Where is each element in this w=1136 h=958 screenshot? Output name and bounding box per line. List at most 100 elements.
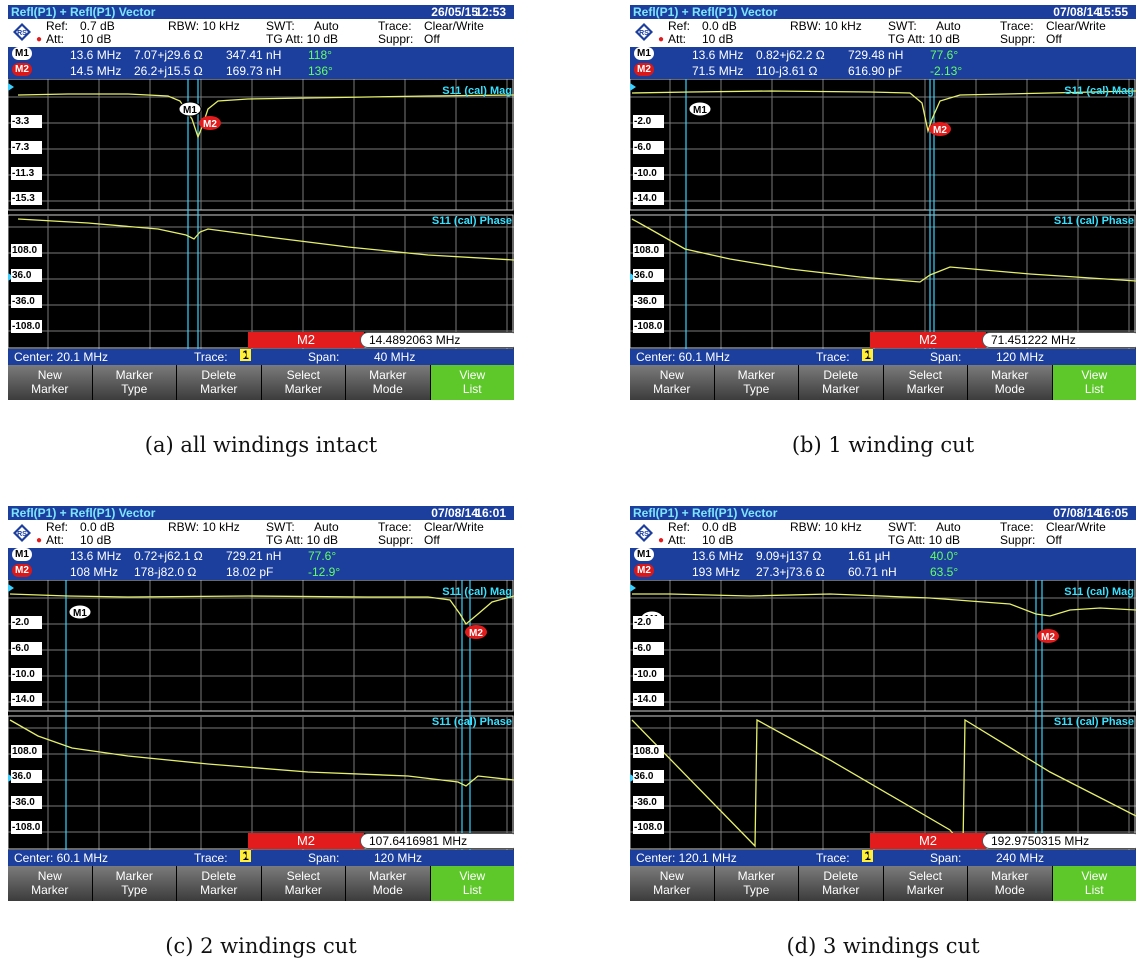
marker-table: M1 13.6 MHz 0.82+j62.2 Ω 729.48 nH 77.6°… xyxy=(630,47,1136,79)
marker-readout[interactable]: M2 192.9750315 MHz xyxy=(870,833,1136,849)
softkey-line2: Marker xyxy=(822,883,859,897)
marker-frequency-field[interactable]: 14.4892063 MHz xyxy=(360,332,514,348)
trace-select-label: Trace: xyxy=(816,349,850,365)
phase-trace-label: S11 (cal) Phase xyxy=(432,716,512,728)
active-marker-label: M2 xyxy=(248,332,364,348)
center-frequency: Center: 120.1 MHz xyxy=(636,850,737,866)
trace-select-label: Trace: xyxy=(194,349,228,365)
trace-2-toggle[interactable]: 2 xyxy=(240,349,247,365)
title-bar: Refl(P1) + Refl(P1) Vector 07/08/14 15:5… xyxy=(630,5,1136,19)
marker-readout[interactable]: M2 71.451222 MHz xyxy=(870,332,1136,348)
softkey-line2: List xyxy=(463,883,482,897)
m1-frequency: 13.6 MHz xyxy=(692,548,743,564)
svg-text:RS: RS xyxy=(639,531,649,538)
m2-frequency: 14.5 MHz xyxy=(70,63,121,79)
mag-trace-label: S11 (cal) Mag xyxy=(442,586,512,598)
time-readout: 15:55 xyxy=(1097,5,1128,19)
svg-text:RS: RS xyxy=(639,30,649,37)
marker-frequency-field[interactable]: 71.451222 MHz xyxy=(982,332,1136,348)
m2-angle: -2.13° xyxy=(930,63,962,79)
span-label: Span: xyxy=(930,349,961,365)
mag-diagram-frame xyxy=(8,580,513,711)
phase-axis-tick: -108.0 xyxy=(11,320,42,333)
mag-axis-tick: -10.0 xyxy=(633,668,664,681)
analyzer-panel: Refl(P1) + Refl(P1) Vector 07/08/14 16:0… xyxy=(8,506,514,901)
mag-trace-label: S11 (cal) Mag xyxy=(1064,85,1134,97)
phase-axis-tick: -108.0 xyxy=(633,320,664,333)
marker-frequency-field[interactable]: 192.9750315 MHz xyxy=(982,833,1136,849)
softkey-line1: View xyxy=(1081,368,1107,382)
softkey-line2: Marker xyxy=(285,382,322,396)
trace-select-label: Trace: xyxy=(816,850,850,866)
trace-2-toggle[interactable]: 2 xyxy=(240,850,247,866)
softkey-line1: Delete xyxy=(201,869,236,883)
active-marker-label: M2 xyxy=(248,833,364,849)
softkey-line2: Type xyxy=(121,883,147,897)
trace-2-toggle[interactable]: 2 xyxy=(862,850,869,866)
mag-trace-label: S11 (cal) Mag xyxy=(1064,586,1134,598)
marker-readout[interactable]: M2 14.4892063 MHz xyxy=(248,332,514,348)
att-indicator-icon: ● xyxy=(658,33,664,46)
mag-axis-tick: -7.3 xyxy=(11,141,42,154)
measurement-title: Refl(P1) + Refl(P1) Vector xyxy=(633,506,777,520)
m1-impedance: 0.72+j62.1 Ω xyxy=(134,548,203,564)
softkey-line2: Mode xyxy=(995,883,1025,897)
span-value: 40 MHz xyxy=(374,349,415,365)
m1-impedance: 9.09+j137 Ω xyxy=(756,548,821,564)
softkey-line1: Delete xyxy=(823,368,858,382)
m2-angle: 136° xyxy=(308,63,333,79)
marker-frequency-field[interactable]: 107.6416981 MHz xyxy=(360,833,514,849)
softkey-line2: Type xyxy=(743,382,769,396)
time-readout: 12:53 xyxy=(475,5,506,19)
title-bar: Refl(P1) + Refl(P1) Vector 07/08/14 16:0… xyxy=(630,506,1136,520)
analyzer-screen: Refl(P1) + Refl(P1) Vector 07/08/14 16:0… xyxy=(630,506,1136,901)
mag-axis-tick: -6.0 xyxy=(633,141,664,154)
suppr-value: Off xyxy=(1046,33,1062,46)
m2-frequency: 71.5 MHz xyxy=(692,63,743,79)
softkey-line1: View xyxy=(1081,869,1107,883)
ref-pointer-icon xyxy=(8,83,14,91)
phase-axis-tick: -36.0 xyxy=(11,796,42,809)
m2-angle: 63.5° xyxy=(930,564,958,580)
marker-readout[interactable]: M2 107.6416981 MHz xyxy=(248,833,514,849)
m2-reactance: 616.90 pF xyxy=(848,63,902,79)
softkey-line1: Marker xyxy=(738,368,775,382)
softkey-line2: Marker xyxy=(653,883,690,897)
phase-diagram-frame xyxy=(8,215,513,348)
trace-2-toggle[interactable]: 2 xyxy=(862,349,869,365)
m1-badge: M1 xyxy=(634,47,654,60)
m2-marker-label: M2 xyxy=(203,119,217,130)
status-bar: Center: 60.1 MHz Trace: 1 2 Span: 120 MH… xyxy=(630,349,1136,365)
m2-impedance: 27.3+j73.6 Ω xyxy=(756,564,825,580)
phase-trace-label: S11 (cal) Phase xyxy=(1054,716,1134,728)
